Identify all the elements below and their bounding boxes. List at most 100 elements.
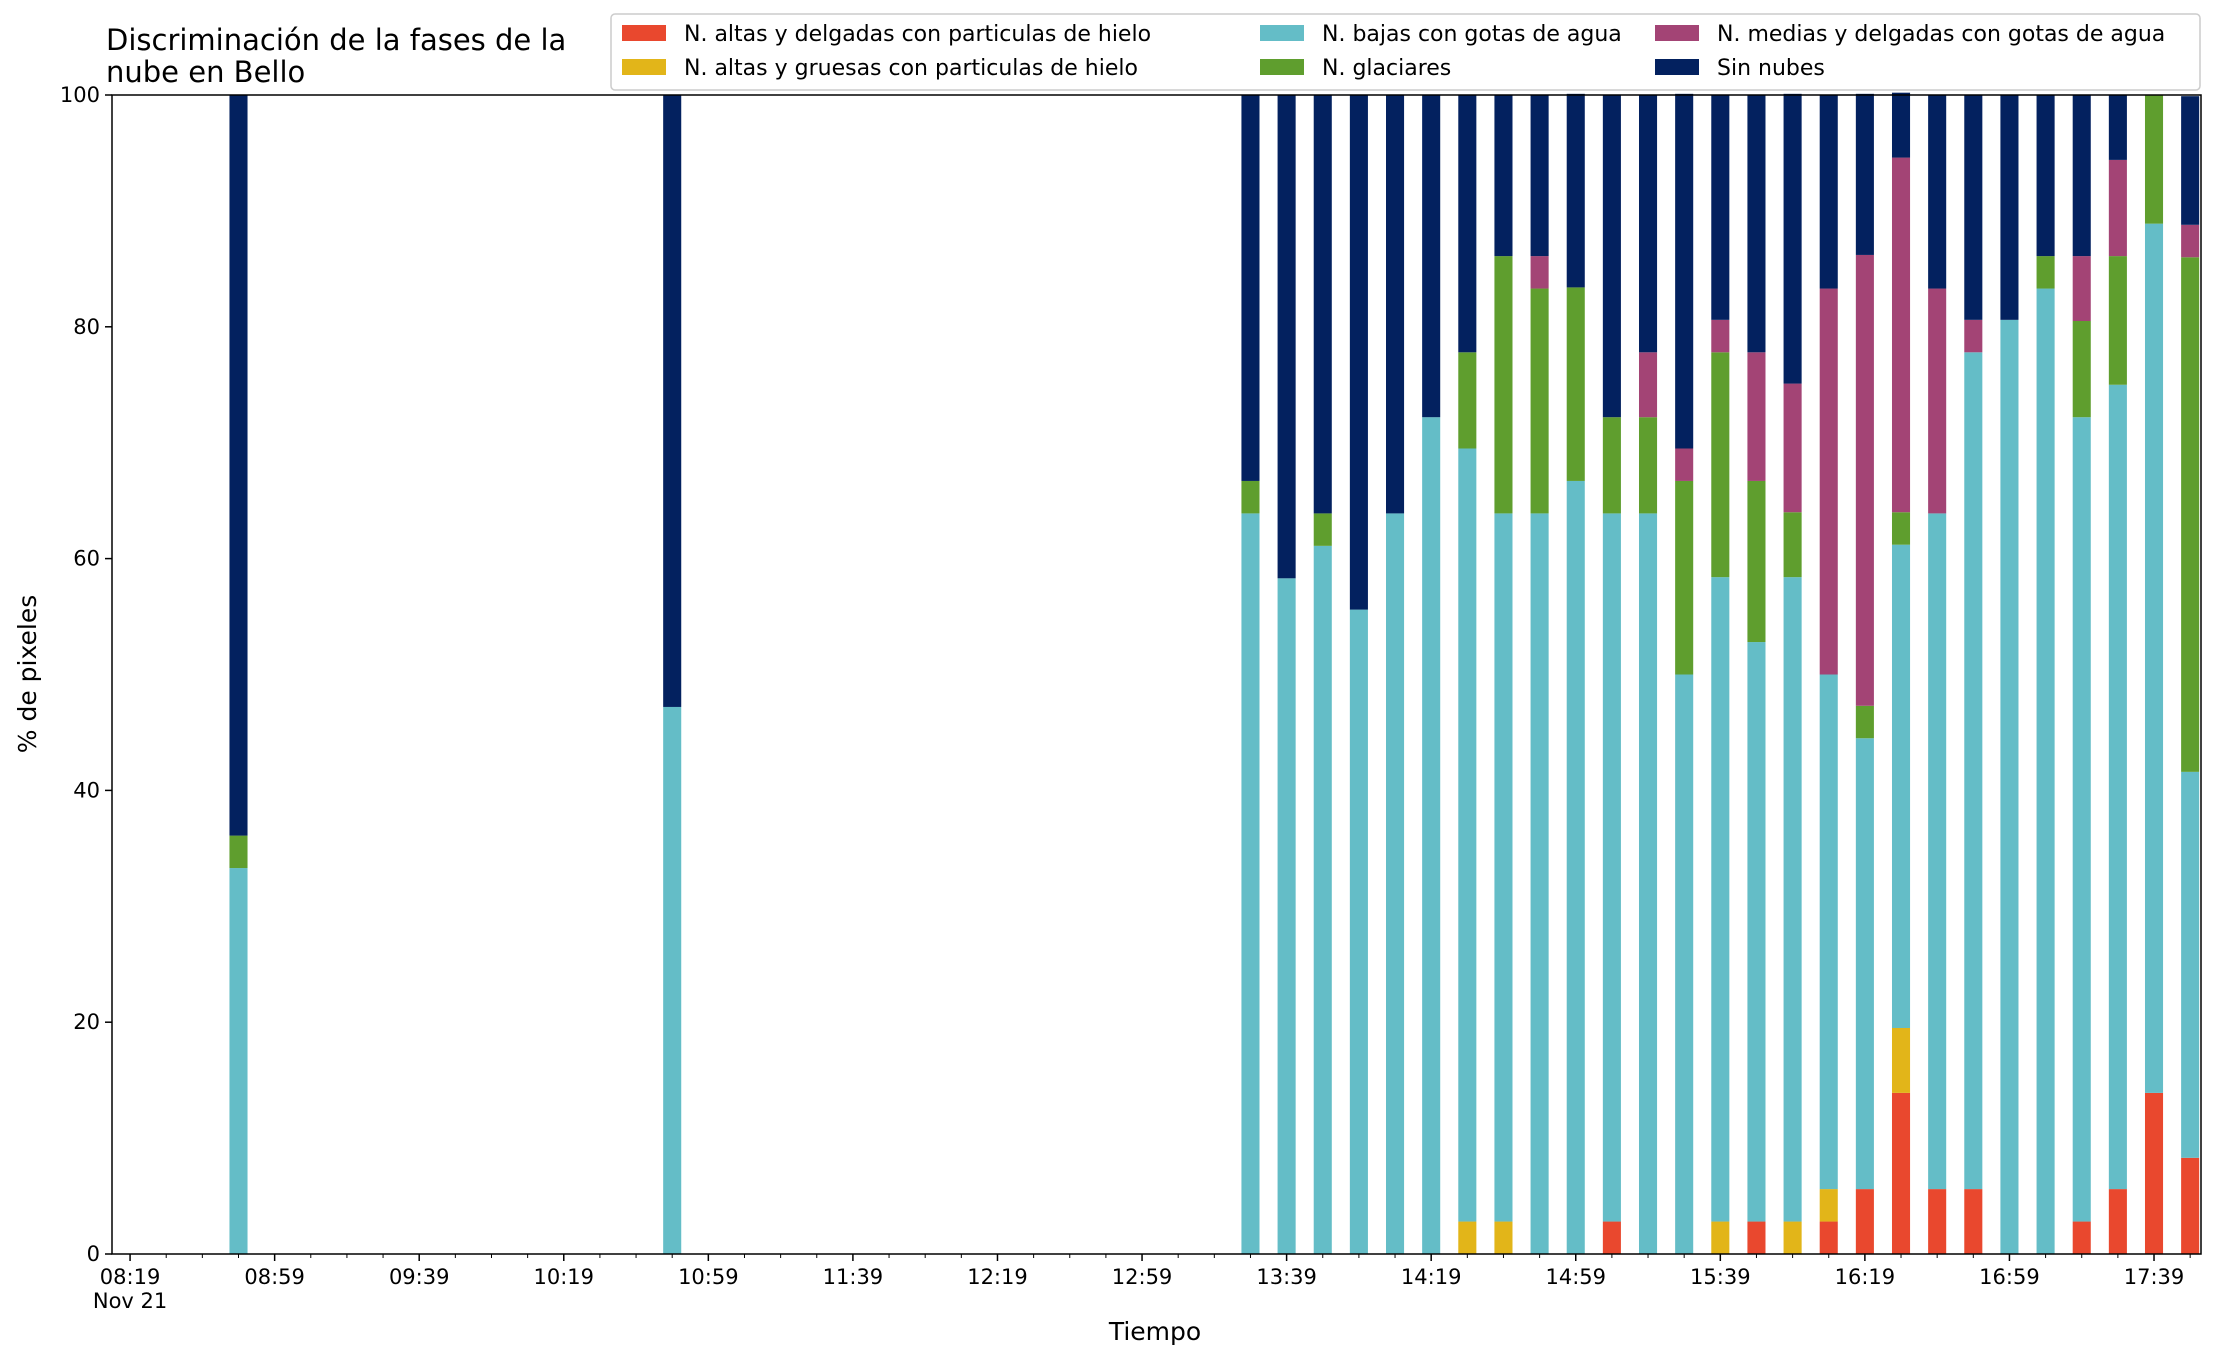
bar-segment-3-11 — [1566, 287, 1585, 481]
bar-segment-0-27 — [2144, 1092, 2164, 1254]
bar-segment-5-23 — [2000, 95, 2019, 320]
bar-segment-4-26 — [2108, 159, 2127, 257]
x-tick-label: 08:59 — [244, 1265, 305, 1289]
bar-segment-5-26 — [2108, 95, 2127, 160]
bar-segment-0-16 — [1747, 1221, 1766, 1254]
bar-segment-2-6 — [1386, 513, 1405, 1254]
bar-segment-2-27 — [2144, 223, 2164, 1093]
y-axis-label: % de pixeles — [13, 595, 42, 753]
bar-segment-4-18 — [1819, 288, 1838, 675]
legend-swatch-3 — [1260, 59, 1304, 75]
legend-swatch-1 — [622, 59, 666, 75]
chart-title-line-1: Discriminación de la fases de la — [106, 23, 566, 57]
bar-segment-5-4 — [1313, 95, 1332, 514]
bar-segment-4-15 — [1711, 319, 1730, 353]
bar-segment-5-14 — [1675, 93, 1694, 449]
bar-segment-4-19 — [1855, 254, 1874, 706]
bar-segment-2-26 — [2108, 384, 2127, 1190]
bar-segment-2-24 — [2036, 288, 2055, 1255]
bar-segment-2-13 — [1638, 513, 1658, 1254]
bar-segment-0-20 — [1891, 1092, 1911, 1254]
bar-segment-4-13 — [1638, 352, 1658, 418]
bar-segment-1-8 — [1458, 1221, 1477, 1254]
bar-segment-1-17 — [1783, 1221, 1802, 1254]
x-tick-label: 10:19 — [534, 1265, 595, 1289]
bar-segment-4-25 — [2072, 256, 2091, 322]
bar-segment-3-12 — [1602, 417, 1621, 514]
legend-label-0: N. altas y delgadas con particulas de hi… — [684, 22, 1151, 47]
legend-label-5: Sin nubes — [1717, 56, 1825, 81]
y-tick-label: 20 — [73, 1010, 100, 1034]
legend-swatch-5 — [1655, 59, 1699, 75]
bar-segment-2-22 — [1964, 352, 1983, 1190]
bar-segment-5-17 — [1783, 93, 1802, 384]
bar-segment-2-14 — [1675, 674, 1694, 1254]
x-tick-label: 13:39 — [1256, 1265, 1317, 1289]
bar-segment-2-10 — [1530, 513, 1549, 1254]
bar-segment-5-15 — [1711, 95, 1730, 320]
legend: N. altas y delgadas con particulas de hi… — [610, 13, 2201, 91]
legend-swatch-4 — [1655, 25, 1699, 41]
bar-segment-5-5 — [1349, 95, 1368, 610]
bar-segment-3-16 — [1747, 480, 1766, 643]
x-tick-label: 16:19 — [1835, 1265, 1896, 1289]
bar-segment-2-0 — [229, 868, 248, 1254]
bar-segment-5-1 — [663, 95, 682, 707]
bar-segment-5-28 — [2181, 96, 2200, 225]
bar-segment-5-12 — [1602, 95, 1621, 418]
bar-segment-5-13 — [1638, 95, 1658, 353]
bar-segment-4-17 — [1783, 383, 1802, 513]
bar-segment-3-2 — [1241, 480, 1260, 514]
bar-segment-1-20 — [1891, 1027, 1911, 1093]
x-tick-label: 14:19 — [1401, 1265, 1462, 1289]
bar-segment-3-10 — [1530, 288, 1549, 514]
bar-segment-2-18 — [1819, 674, 1838, 1190]
bar-segment-2-16 — [1747, 642, 1766, 1222]
x-tick-label: 12:59 — [1112, 1265, 1173, 1289]
bar-segment-4-20 — [1891, 157, 1911, 513]
bar-segment-2-15 — [1711, 577, 1730, 1222]
bar-segment-5-8 — [1458, 95, 1477, 353]
bars-layer — [229, 92, 2200, 1255]
chart-title-line-2: nube en Bello — [106, 55, 305, 89]
bar-segment-5-2 — [1241, 95, 1260, 481]
bar-segment-3-26 — [2108, 256, 2127, 385]
bar-segment-3-19 — [1855, 705, 1874, 739]
bar-segment-2-12 — [1602, 513, 1621, 1222]
legend-frame — [610, 13, 2201, 91]
bar-segment-2-20 — [1891, 544, 1911, 1028]
y-tick-label: 60 — [73, 547, 100, 571]
x-tick-label: 12:19 — [967, 1265, 1028, 1289]
y-tick-label: 0 — [87, 1242, 100, 1266]
legend-label-4: N. medias y delgadas con gotas de agua — [1717, 22, 2165, 47]
bar-segment-2-7 — [1422, 417, 1441, 1254]
bar-segment-2-19 — [1855, 738, 1874, 1190]
chart-title: Discriminación de la fases de la nube en… — [106, 23, 576, 89]
bar-segment-3-27 — [2144, 95, 2164, 224]
bar-segment-2-17 — [1783, 577, 1802, 1222]
bar-segment-3-9 — [1494, 256, 1513, 514]
bar-segment-2-9 — [1494, 513, 1513, 1222]
bar-segment-5-20 — [1891, 92, 1911, 158]
bar-segment-5-0 — [229, 95, 248, 836]
bar-segment-2-23 — [2000, 319, 2019, 1254]
bar-segment-3-28 — [2181, 257, 2200, 772]
x-tick-label: 16:59 — [1979, 1265, 2040, 1289]
bar-segment-4-10 — [1530, 256, 1549, 289]
x-axis-label: Tiempo — [1108, 1317, 1201, 1346]
bar-segment-3-24 — [2036, 256, 2055, 289]
bar-segment-2-4 — [1313, 545, 1332, 1254]
y-tick-label: 100 — [60, 83, 100, 107]
bar-segment-3-25 — [2072, 321, 2091, 418]
x-date-label: Nov 21 — [93, 1289, 167, 1313]
bar-segment-5-9 — [1494, 95, 1513, 257]
plot-frame — [111, 94, 2202, 1255]
legend-label-2: N. bajas con gotas de agua — [1322, 22, 1622, 47]
x-tick-label: 10:59 — [678, 1265, 739, 1289]
bar-segment-5-19 — [1855, 93, 1874, 255]
bar-segment-3-17 — [1783, 512, 1802, 578]
bar-segment-4-22 — [1964, 319, 1983, 353]
bar-segment-0-28 — [2181, 1157, 2200, 1254]
bar-segment-5-7 — [1422, 95, 1441, 418]
